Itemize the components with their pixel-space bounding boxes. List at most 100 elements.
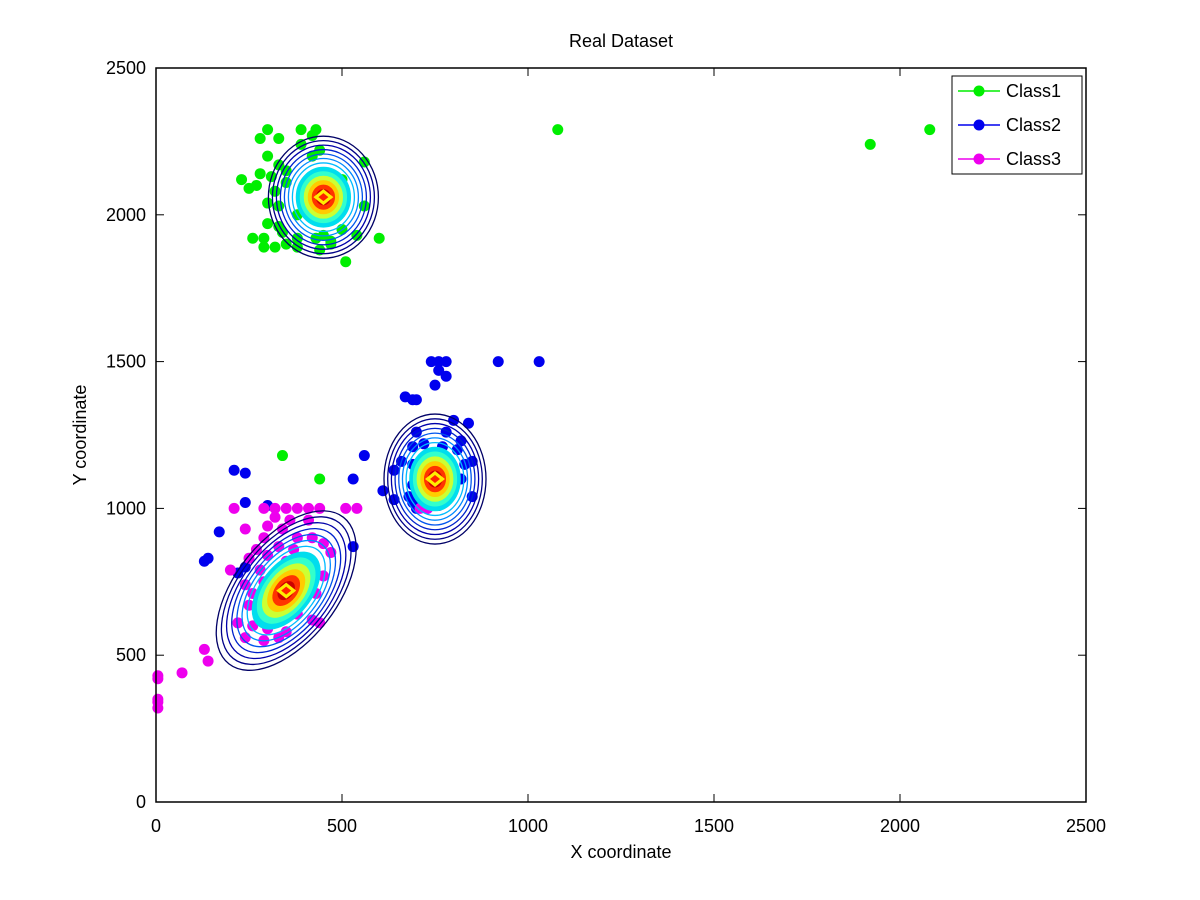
data-point xyxy=(410,394,422,406)
data-point xyxy=(303,502,315,514)
data-point xyxy=(314,473,326,485)
contour-line xyxy=(283,153,364,241)
data-point xyxy=(213,526,225,538)
data-point xyxy=(273,132,285,144)
data-point xyxy=(262,150,274,162)
contour-peak-center xyxy=(318,193,329,202)
contour-line xyxy=(387,418,483,540)
contour-group xyxy=(267,135,380,259)
contour-line xyxy=(267,135,380,259)
data-point xyxy=(340,502,352,514)
data-point xyxy=(247,232,259,244)
data-point xyxy=(262,549,274,561)
legend-item-class1: Class1 xyxy=(958,81,1061,101)
data-point xyxy=(373,232,385,244)
contour-line xyxy=(275,144,372,250)
data-point xyxy=(152,696,164,708)
data-point xyxy=(269,511,281,523)
data-point xyxy=(295,124,307,136)
data-point xyxy=(280,238,292,250)
data-point xyxy=(864,138,876,150)
data-point xyxy=(306,130,318,142)
data-point xyxy=(198,643,210,655)
x-tick-label: 0 xyxy=(151,816,161,836)
data-point xyxy=(258,502,270,514)
legend-label: Class2 xyxy=(1006,115,1061,135)
contour-line xyxy=(220,516,352,666)
contour-peak-center xyxy=(281,586,292,595)
contour-line xyxy=(236,533,337,648)
data-point xyxy=(492,356,504,368)
contour-line xyxy=(401,437,469,521)
data-point xyxy=(258,241,270,253)
y-tick-label: 2000 xyxy=(106,205,146,225)
data-point xyxy=(239,523,251,535)
contour-line xyxy=(287,157,360,237)
y-axis-label: Y coordinate xyxy=(70,385,90,486)
data-point xyxy=(176,667,188,679)
contour-line xyxy=(271,139,376,255)
legend-marker xyxy=(973,153,985,165)
contour-line xyxy=(390,422,480,536)
data-point xyxy=(262,124,274,136)
legend: Class1 Class2 Class3 xyxy=(951,75,1083,175)
data-point xyxy=(351,229,363,241)
data-point xyxy=(258,532,270,544)
contour-group xyxy=(215,510,357,671)
x-axis-label: X coordinate xyxy=(570,842,671,862)
series-class2 xyxy=(198,356,545,579)
legend-label: Class1 xyxy=(1006,81,1061,101)
contour-line xyxy=(405,442,465,517)
data-point xyxy=(232,617,244,629)
data-point xyxy=(262,197,274,209)
data-point xyxy=(273,200,285,212)
contour-line xyxy=(383,413,487,545)
x-tick-label: 1000 xyxy=(508,816,548,836)
data-point xyxy=(347,541,359,553)
data-point xyxy=(440,370,452,382)
y-axis: 0 500 1000 1500 2000 2500 xyxy=(106,58,1086,812)
contour-line xyxy=(241,539,332,642)
legend-marker xyxy=(973,85,985,97)
data-point xyxy=(407,441,419,453)
x-tick-label: 2500 xyxy=(1066,816,1106,836)
chart-title: Real Dataset xyxy=(569,31,673,51)
y-tick-label: 2500 xyxy=(106,58,146,78)
data-point xyxy=(236,174,248,186)
data-point xyxy=(291,502,303,514)
y-tick-label: 1500 xyxy=(106,352,146,372)
x-tick-label: 1500 xyxy=(694,816,734,836)
legend-marker xyxy=(973,119,985,131)
data-point xyxy=(269,185,281,197)
y-tick-label: 500 xyxy=(116,645,146,665)
data-point xyxy=(317,570,329,582)
contour-line xyxy=(394,427,476,531)
data-point xyxy=(377,485,389,497)
x-tick-label: 2000 xyxy=(880,816,920,836)
data-point xyxy=(262,218,274,230)
data-point xyxy=(317,538,329,550)
contour-group xyxy=(383,413,487,545)
y-tick-label: 0 xyxy=(136,792,146,812)
data-point xyxy=(358,450,370,462)
data-point xyxy=(228,464,240,476)
contour-line xyxy=(231,527,342,654)
data-point xyxy=(258,232,270,244)
data-point xyxy=(440,356,452,368)
data-point xyxy=(462,417,474,429)
data-point xyxy=(239,497,251,509)
data-point xyxy=(924,124,936,136)
contour-line xyxy=(398,432,472,526)
data-point xyxy=(224,564,236,576)
legend-item-class2: Class2 xyxy=(958,115,1061,135)
data-point xyxy=(198,555,210,567)
contour-line xyxy=(225,522,347,660)
x-axis: 0 500 1000 1500 2000 2500 xyxy=(151,68,1106,836)
data-point xyxy=(243,599,255,611)
data-point xyxy=(239,467,251,479)
data-point xyxy=(254,168,266,180)
data-point xyxy=(388,464,400,476)
data-point xyxy=(280,502,292,514)
data-point xyxy=(340,256,352,268)
